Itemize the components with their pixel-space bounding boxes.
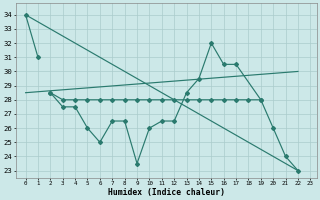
X-axis label: Humidex (Indice chaleur): Humidex (Indice chaleur) bbox=[108, 188, 225, 197]
